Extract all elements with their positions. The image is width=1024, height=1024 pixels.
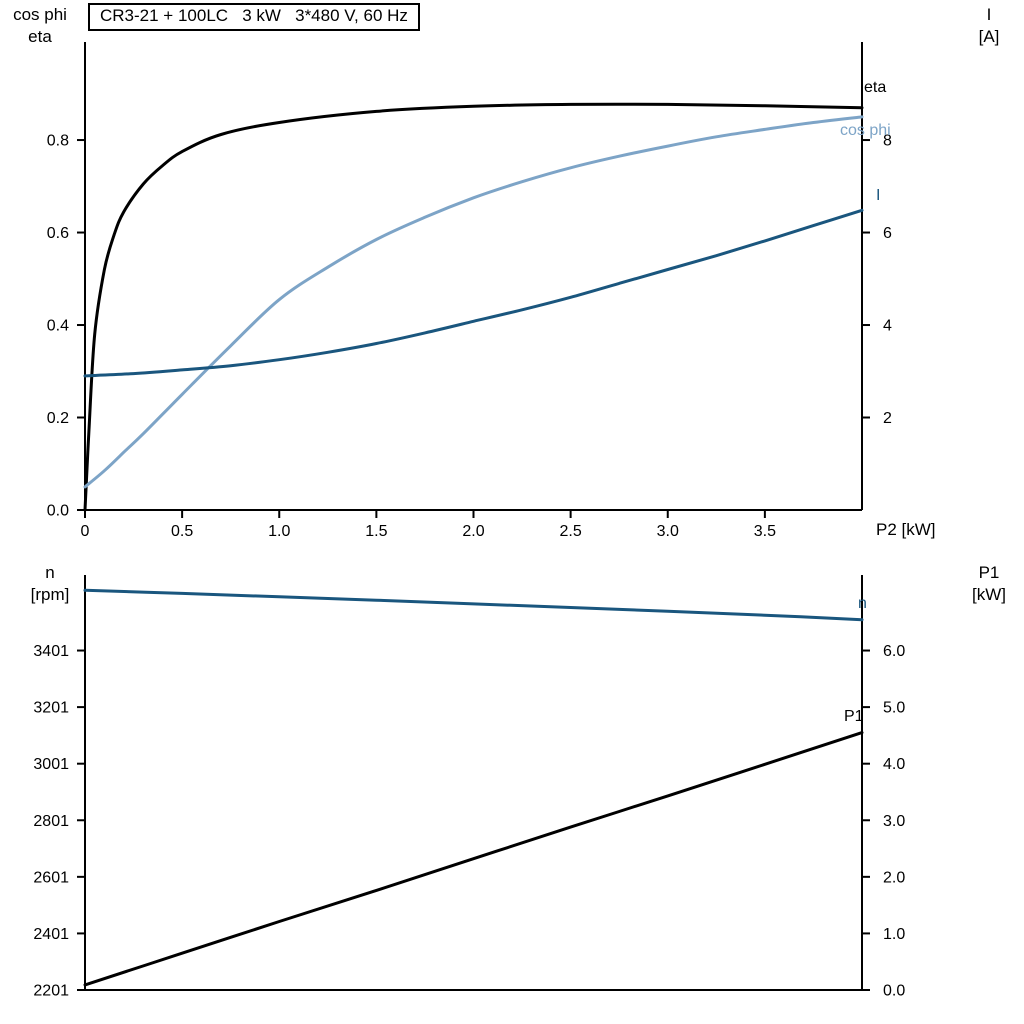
tick-label: 0.8 — [47, 133, 69, 150]
p2-axis-label: P2 [kW] — [876, 520, 936, 539]
tick-label: 3001 — [33, 756, 69, 773]
bottom-chart-left-axis-title: n [rpm] — [8, 562, 92, 606]
curve-P1 — [83, 731, 864, 987]
tick-label: 0.4 — [47, 318, 69, 335]
tick-label: 2801 — [33, 813, 69, 830]
curve-I — [83, 208, 864, 378]
speed-curve-label: n — [858, 595, 867, 612]
tick-label: 3.0 — [657, 523, 679, 540]
tick-label: 4 — [883, 318, 892, 335]
bottom-chart-right-axis-title: P1 [kW] — [960, 562, 1018, 606]
tick-label: 8 — [883, 133, 892, 150]
tick-label: 3.5 — [754, 523, 776, 540]
tick-label: 3401 — [33, 643, 69, 660]
tick-label: 0.6 — [47, 225, 69, 242]
current-unit-label: [A] — [978, 27, 1000, 46]
p1-curve-label: P1 — [844, 708, 864, 725]
current-curve-label: I — [876, 187, 881, 204]
tick-label: 2 — [883, 410, 892, 427]
tick-label: 2601 — [33, 869, 69, 886]
cos-phi-curve-label: cos phi — [840, 122, 891, 139]
top-chart-right-axis-title: I [A] — [960, 4, 1018, 48]
top-chart-left-axis-title: cos phi eta — [2, 4, 78, 48]
tick-label: 1.0 — [268, 523, 290, 540]
tick-label: 6 — [883, 225, 892, 242]
tick-label: 2201 — [33, 983, 69, 1000]
chart-title-box: CR3-21 + 100LC 3 kW 3*480 V, 60 Hz — [88, 3, 420, 31]
tick-label: 0.5 — [171, 523, 193, 540]
chart-axes — [77, 575, 870, 991]
speed-axis-label: n — [45, 563, 55, 582]
tick-label: 3201 — [33, 700, 69, 717]
chart-axes — [77, 42, 870, 518]
tick-label: 2401 — [33, 926, 69, 943]
curve-n — [83, 588, 864, 622]
tick-label: 0 — [81, 523, 90, 540]
tick-label: 0.2 — [47, 410, 69, 427]
tick-label: 0.0 — [883, 983, 905, 1000]
tick-label: 3.0 — [883, 813, 905, 830]
tick-label: 1.5 — [365, 523, 387, 540]
eta-curve-label: eta — [864, 79, 887, 96]
p1-axis-label: P1 — [978, 563, 1000, 582]
cos-phi-axis-label: cos phi — [13, 5, 67, 24]
tick-label: 2.0 — [883, 869, 905, 886]
tick-label: 4.0 — [883, 756, 905, 773]
tick-label: 1.0 — [883, 926, 905, 943]
tick-label: 2.5 — [560, 523, 582, 540]
tick-label: 6.0 — [883, 643, 905, 660]
current-axis-label: I — [986, 5, 992, 24]
tick-label: 2.0 — [462, 523, 484, 540]
curve-eta — [83, 102, 864, 512]
p1-unit-label: [kW] — [972, 585, 1006, 604]
tick-label: 5.0 — [883, 700, 905, 717]
speed-unit-label: [rpm] — [30, 585, 70, 604]
eta-axis-label: eta — [28, 27, 52, 46]
tick-label: 0.0 — [47, 503, 69, 520]
curve-cos-phi — [83, 115, 864, 489]
